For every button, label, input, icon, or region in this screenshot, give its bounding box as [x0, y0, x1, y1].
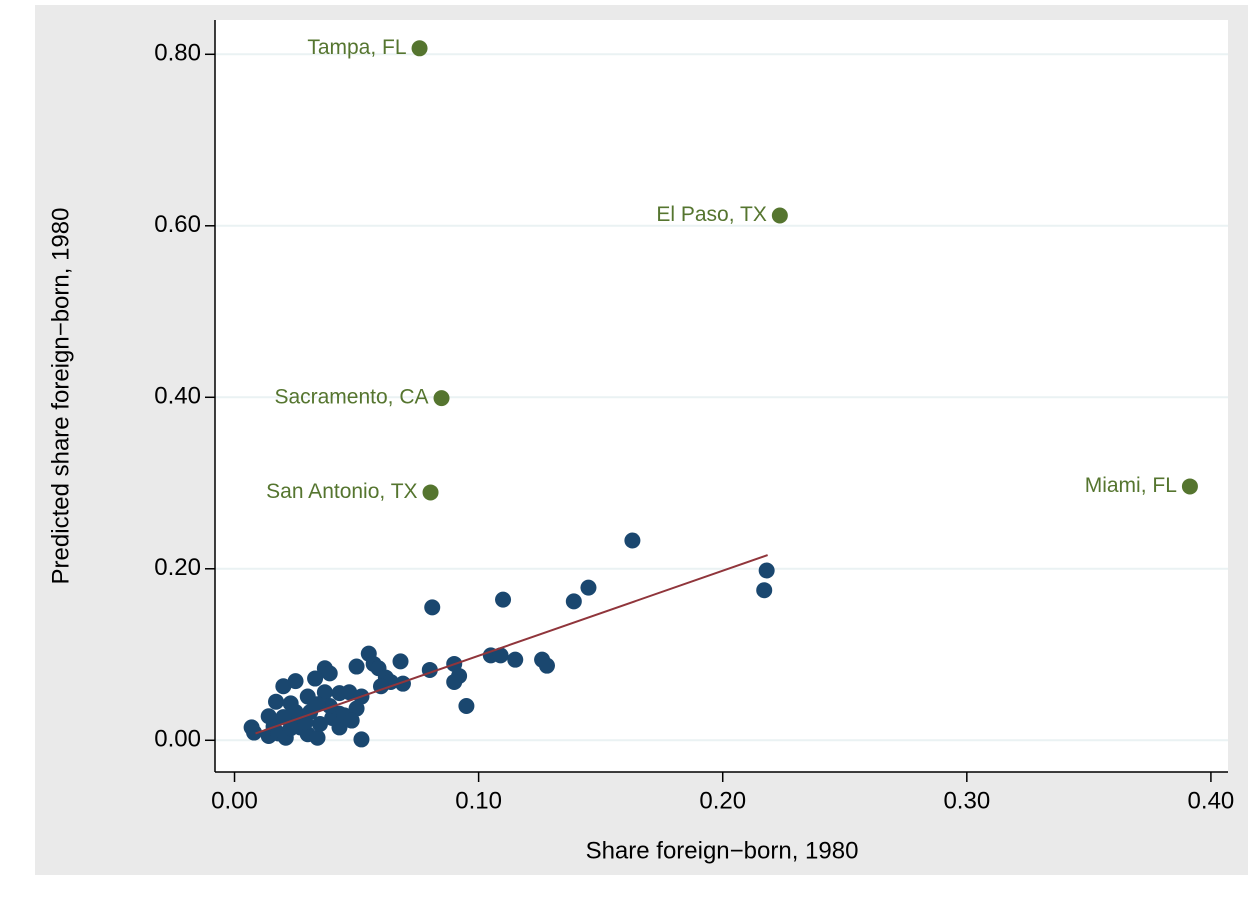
point	[287, 673, 304, 690]
labeled-point	[411, 40, 428, 57]
point	[756, 582, 773, 599]
x-tick-label: 0.20	[699, 787, 746, 814]
x-tick-label: 0.10	[455, 787, 502, 814]
point-label: Tampa, FL	[307, 36, 406, 59]
point	[424, 599, 441, 616]
y-tick-label: 0.00	[154, 726, 201, 753]
point	[348, 700, 365, 717]
point	[343, 712, 360, 729]
y-tick-label: 0.60	[154, 211, 201, 238]
x-axis-title: Share foreign−born, 1980	[586, 837, 859, 864]
x-tick-label: 0.30	[943, 787, 990, 814]
point-label: Miami, FL	[1085, 474, 1177, 497]
x-tick-label: 0.00	[211, 787, 258, 814]
point-label: Sacramento, CA	[274, 386, 428, 409]
point	[268, 693, 285, 710]
x-tick-label: 0.40	[1188, 787, 1235, 814]
point	[492, 647, 509, 664]
point	[287, 703, 304, 720]
point	[446, 673, 463, 690]
point	[321, 665, 338, 682]
point	[275, 678, 292, 695]
point	[392, 653, 409, 670]
point	[282, 720, 299, 737]
point-label: San Antonio, TX	[266, 480, 417, 503]
point	[341, 684, 358, 701]
point	[309, 696, 326, 713]
point	[758, 562, 775, 579]
labeled-point	[433, 390, 450, 407]
y-tick-label: 0.20	[154, 554, 201, 581]
point	[246, 724, 263, 741]
point	[311, 715, 328, 732]
point	[538, 657, 555, 674]
plot-region	[215, 20, 1228, 772]
labeled-point	[771, 207, 788, 224]
point	[507, 651, 524, 668]
y-axis-title: Predicted share foreign−born, 1980	[47, 208, 74, 585]
fit-line	[255, 554, 768, 735]
point	[348, 658, 365, 675]
point	[458, 697, 475, 714]
point	[316, 684, 333, 701]
labeled-point	[1181, 478, 1198, 495]
point	[324, 709, 341, 726]
point	[495, 591, 512, 608]
y-tick-label: 0.40	[154, 383, 201, 410]
point	[353, 731, 370, 748]
y-tick-label: 0.80	[154, 40, 201, 67]
point	[624, 532, 641, 549]
point	[307, 670, 324, 687]
point	[260, 708, 277, 725]
point-label: El Paso, TX	[656, 203, 767, 226]
point	[580, 579, 597, 596]
point	[565, 593, 582, 610]
labeled-point	[422, 484, 439, 501]
point	[309, 729, 326, 746]
